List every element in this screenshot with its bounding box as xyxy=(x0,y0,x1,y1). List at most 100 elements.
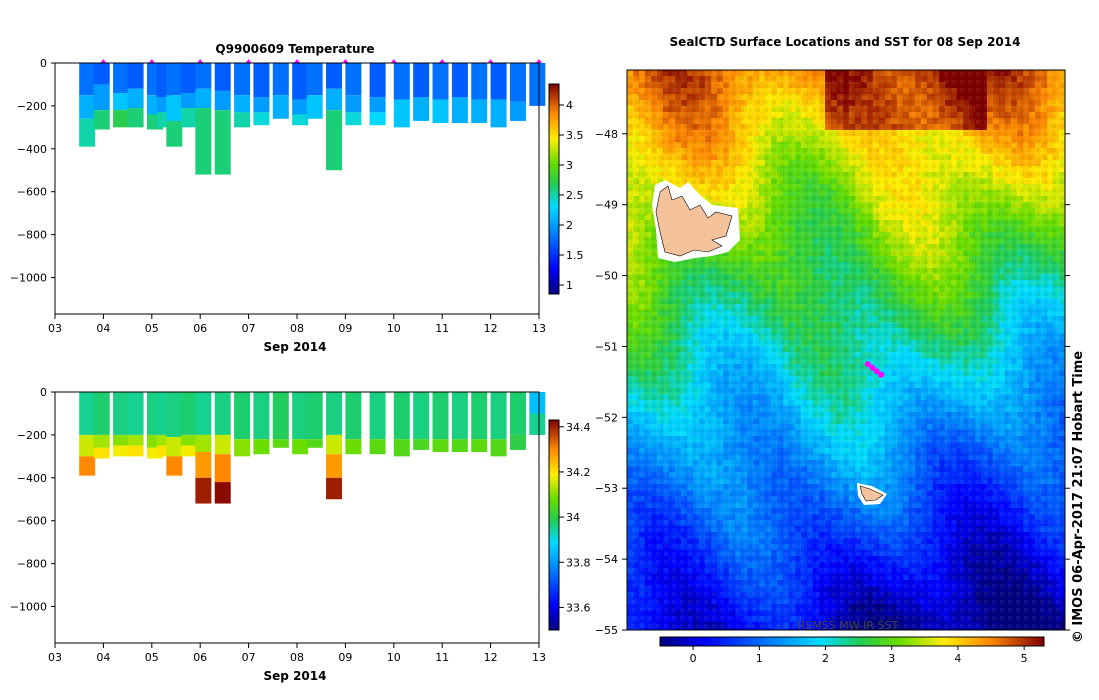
profile-layer xyxy=(451,63,468,98)
temperature-colorbar xyxy=(548,83,560,295)
profile-layer xyxy=(180,93,197,109)
salinity-panel: 0−200−400−600−800−1000 03 04 05 06 07 08 09 10 1… xyxy=(10,386,591,683)
y-tick-label: −400 xyxy=(17,472,47,485)
colorbar-tick-label: 33.6 xyxy=(566,601,591,614)
x-tick-label: 10 xyxy=(387,651,401,664)
profile-layer xyxy=(529,392,546,414)
profile-layer xyxy=(413,97,430,121)
profile-layer xyxy=(529,63,546,106)
profile-layer xyxy=(93,84,110,111)
sst-field xyxy=(627,70,1065,630)
colorbar-tick-label: 34.2 xyxy=(566,466,591,479)
temperature-x-axis: 03 04 05 06 07 08 09 10 11 12 13 xyxy=(48,314,546,335)
x-tick-label: 12 xyxy=(484,651,498,664)
profile-layer xyxy=(113,93,130,111)
profile-layer xyxy=(93,434,110,448)
colorbar-tick-label: 1.5 xyxy=(566,249,584,262)
profile-layer xyxy=(79,95,96,119)
profile-layer xyxy=(214,454,231,483)
profile-layer xyxy=(234,392,251,440)
profile-layer xyxy=(490,63,507,100)
x-tick-label: 09 xyxy=(338,651,352,664)
profile-layer xyxy=(306,392,323,440)
y-tick-label: −200 xyxy=(17,100,47,113)
profile-layer xyxy=(214,110,231,175)
x-tick-label: 08 xyxy=(290,651,304,664)
profile-layer xyxy=(146,447,163,459)
colorbar-tick-label: 4 xyxy=(566,99,573,112)
profile-layer xyxy=(234,63,251,96)
profile-layer xyxy=(306,95,323,119)
x-tick-label: 03 xyxy=(48,322,62,335)
profile-layer xyxy=(326,88,343,111)
x-tick-label: 06 xyxy=(193,651,207,664)
temperature-x-label: Sep 2014 xyxy=(264,340,327,354)
x-tick-label: 11 xyxy=(435,322,449,335)
profile-layer xyxy=(509,63,526,102)
profile-layer xyxy=(127,63,144,89)
profile-layer xyxy=(393,63,410,100)
temperature-y-axis: 0−200−400−600−800−1000 xyxy=(10,57,55,285)
profile-layer xyxy=(471,439,488,453)
profile-layer xyxy=(529,413,546,435)
profile-layer xyxy=(326,63,343,89)
profile-layer xyxy=(79,456,96,476)
profile-layer xyxy=(306,439,323,448)
profile-layer xyxy=(195,392,212,435)
profile-layer xyxy=(413,439,430,450)
surface-marker xyxy=(487,59,494,63)
x-tick-label: 12 xyxy=(484,322,498,335)
profile-layer xyxy=(490,392,507,440)
salinity-y-axis: 0−200−400−600−800−1000 xyxy=(10,386,55,614)
x-tick-label: 08 xyxy=(290,322,304,335)
y-tick-label: −600 xyxy=(17,186,47,199)
colorbar-tick-label: 34.4 xyxy=(566,421,591,434)
profile-layer xyxy=(195,477,212,504)
surface-marker xyxy=(536,59,542,63)
profile-layer xyxy=(451,392,468,440)
profile-layer xyxy=(326,477,343,500)
profile-layer xyxy=(432,99,449,124)
profile-layer xyxy=(234,95,251,113)
profile-layer xyxy=(127,88,144,109)
profile-layer xyxy=(432,392,449,440)
salinity-x-axis: 03 04 05 06 07 08 09 10 11 12 13 xyxy=(48,643,546,664)
profile-layer xyxy=(369,97,386,113)
profile-layer xyxy=(253,63,270,98)
profile-layer xyxy=(166,437,183,457)
profile-layer xyxy=(127,445,144,457)
profile-layer xyxy=(214,434,231,455)
profile-layer xyxy=(509,392,526,435)
colorbar-tick-label: 3.5 xyxy=(566,129,584,142)
salinity-x-label: Sep 2014 xyxy=(264,669,327,683)
profile-layer xyxy=(345,95,362,113)
profile-layer xyxy=(369,112,386,126)
temperature-panel: Q9900609 Temperature 0−200−400−600−800−1… xyxy=(10,42,584,354)
x-tick-label: 05 xyxy=(145,651,159,664)
profile-layer xyxy=(214,63,231,91)
profile-layer xyxy=(166,63,183,96)
y-tick-label: −400 xyxy=(17,143,47,156)
profile-layer xyxy=(326,392,343,435)
profile-layer xyxy=(234,112,251,128)
profile-layer xyxy=(180,392,197,435)
y-tick-label: −200 xyxy=(17,429,47,442)
profile-layer xyxy=(234,439,251,457)
profile-layer xyxy=(451,97,468,124)
profile-layer xyxy=(113,434,130,446)
profile-layer xyxy=(113,445,130,457)
profile-layer xyxy=(413,392,430,440)
profile-layer xyxy=(93,392,110,435)
profile-layer xyxy=(292,439,309,455)
profile-layer xyxy=(253,439,270,455)
profile-layer xyxy=(345,112,362,126)
profile-layer xyxy=(195,452,212,478)
surface-marker xyxy=(100,59,107,63)
profile-layer xyxy=(292,63,309,100)
surface-marker xyxy=(439,59,446,63)
profile-layer xyxy=(195,108,212,175)
profile-layer xyxy=(471,392,488,440)
profile-layer xyxy=(253,112,270,126)
profile-layer xyxy=(326,454,343,478)
profile-layer xyxy=(127,434,144,446)
